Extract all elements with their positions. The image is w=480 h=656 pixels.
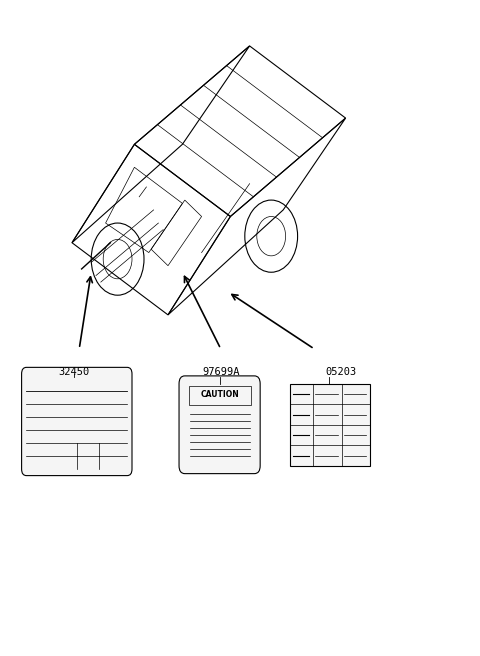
FancyBboxPatch shape [179,376,260,474]
FancyBboxPatch shape [22,367,132,476]
Text: 97699A: 97699A [202,367,240,377]
Text: 05203: 05203 [325,367,357,377]
Text: 32450: 32450 [59,367,90,377]
FancyBboxPatch shape [290,384,370,466]
Text: CAUTION: CAUTION [200,390,239,399]
